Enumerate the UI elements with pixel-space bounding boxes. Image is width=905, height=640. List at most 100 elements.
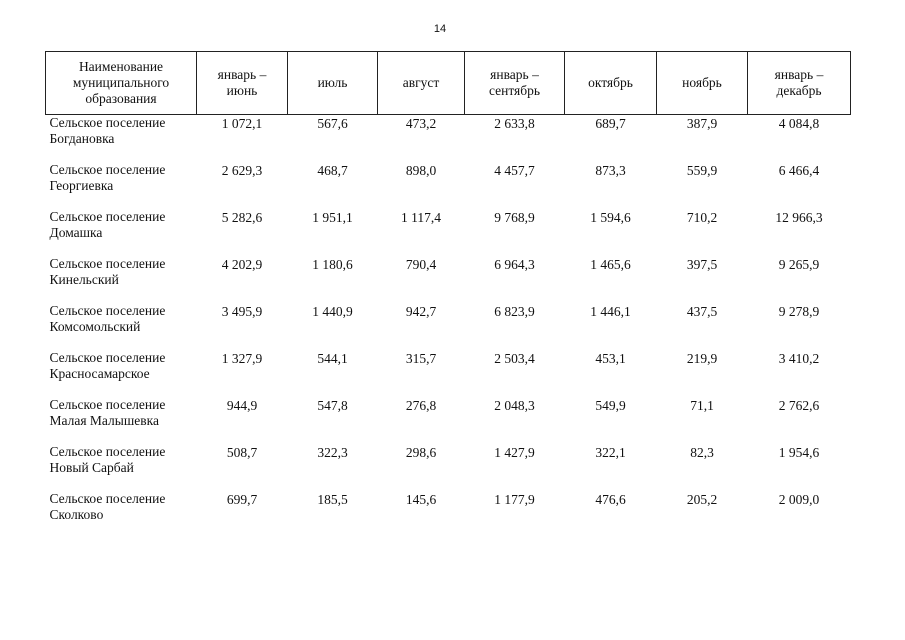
municipality-name-line: Сельское поселение [49, 491, 166, 506]
municipality-name: Сельское поселение Кинельский [46, 256, 197, 303]
table-row: Сельское поселение Кинельский 4 202,9 1 180… [46, 256, 851, 303]
value-cell: 3 495,9 [221, 304, 263, 319]
column-header-line: ноябрь [682, 75, 722, 90]
municipality-name-line: Комсомольский [49, 319, 141, 334]
value-cell: 790,4 [405, 257, 437, 272]
column-header-line: июль [317, 75, 348, 90]
value-cell: 6 466,4 [778, 163, 820, 178]
municipality-name: Сельское поселение Богдановка [46, 115, 197, 163]
value-cell: 298,6 [405, 445, 437, 460]
column-header-line: август [402, 75, 440, 90]
column-header-line: Наименование [78, 59, 164, 74]
value-cell: 1 594,6 [590, 210, 631, 225]
column-header: октябрь [564, 51, 657, 115]
municipality-name: Сельское поселение Георгиевка [46, 162, 197, 209]
value-cell: 1 427,9 [494, 445, 535, 460]
column-header-line: январь – [217, 67, 267, 82]
value-cell: 219,9 [686, 351, 718, 366]
value-cell: 549,9 [595, 398, 626, 413]
column-header: январь – декабрь [747, 51, 851, 115]
value-cell: 145,6 [405, 492, 437, 507]
municipality-name-line: Новый Сарбай [49, 460, 134, 475]
value-cell: 4 084,8 [778, 116, 820, 131]
value-cell: 2 762,6 [778, 398, 820, 413]
value-cell: 6 964,3 [494, 257, 535, 272]
value-cell: 567,6 [317, 116, 348, 131]
value-cell: 1 327,9 [221, 351, 263, 366]
column-header-line: сентябрь [488, 83, 541, 98]
value-cell: 1 177,9 [494, 492, 535, 507]
value-cell: 942,7 [405, 304, 437, 319]
value-cell: 559,9 [686, 163, 718, 178]
column-header-line: январь – [774, 67, 824, 82]
column-header: январь – сентябрь [464, 51, 565, 115]
value-cell: 12 966,3 [775, 210, 823, 225]
value-cell: 473,2 [405, 116, 437, 131]
value-cell: 2 629,3 [221, 163, 263, 178]
municipality-name-line: Сколково [49, 507, 104, 522]
value-cell: 4 202,9 [221, 257, 263, 272]
column-header: август [377, 51, 465, 115]
value-cell: 6 823,9 [494, 304, 535, 319]
value-cell: 9 278,9 [778, 304, 820, 319]
value-cell: 944,9 [226, 398, 258, 413]
municipality-name: Сельское поселение Сколково [46, 491, 197, 538]
value-cell: 1 954,6 [778, 445, 820, 460]
column-header: январь – июнь [196, 51, 288, 115]
municipality-name-line: Кинельский [49, 272, 119, 287]
value-cell: 2 009,0 [778, 492, 820, 507]
value-cell: 1 446,1 [590, 304, 631, 319]
page-number: 14 [433, 23, 447, 35]
value-cell: 82,3 [690, 445, 714, 460]
table-row: Сельское поселение Комсомольский 3 495,9 1 … [46, 303, 851, 350]
value-cell: 710,2 [686, 210, 718, 225]
value-cell: 315,7 [405, 351, 437, 366]
column-header: ноябрь [656, 51, 748, 115]
value-cell: 689,7 [595, 116, 626, 131]
value-cell: 1 180,6 [312, 257, 353, 272]
table-row: Сельское поселение Богдановка 1 072,1 567,6… [46, 115, 851, 163]
municipality-name-line: Сельское поселение [49, 303, 166, 318]
table-row: Сельское поселение Домашка 5 282,6 1 951,1 1… [46, 209, 851, 256]
value-cell: 71,1 [690, 398, 714, 413]
column-header-line: октябрь [588, 75, 633, 90]
municipality-name-line: Сельское поселение [49, 209, 166, 224]
value-cell: 5 282,6 [221, 210, 263, 225]
value-cell: 1 951,1 [312, 210, 353, 225]
value-cell: 397,5 [686, 257, 718, 272]
header-row: Наименование муниципального образования янв… [45, 51, 851, 115]
value-cell: 2 503,4 [494, 351, 535, 366]
value-cell: 1 440,9 [312, 304, 353, 319]
value-cell: 873,3 [595, 163, 626, 178]
value-cell: 4 457,7 [494, 163, 535, 178]
municipality-name-line: Сельское поселение [49, 162, 166, 177]
municipality-name: Сельское поселение Малая Малышевка [46, 397, 197, 444]
value-cell: 205,2 [686, 492, 718, 507]
column-header-line: образования [85, 91, 157, 106]
value-cell: 508,7 [226, 445, 258, 460]
value-cell: 468,7 [317, 163, 348, 178]
municipality-name-line: Георгиевка [49, 178, 114, 193]
value-cell: 699,7 [226, 492, 258, 507]
municipality-name: Сельское поселение Красносамарское [46, 350, 197, 397]
municipality-name-line: Сельское поселение [49, 115, 166, 130]
data-table: Наименование муниципального образования янв… [45, 51, 851, 538]
value-cell: 185,5 [317, 492, 348, 507]
municipality-name-line: Сельское поселение [49, 350, 166, 365]
value-cell: 9 768,9 [494, 210, 535, 225]
column-header-line: декабрь [776, 83, 822, 98]
value-cell: 547,8 [317, 398, 348, 413]
value-cell: 437,5 [686, 304, 718, 319]
value-cell: 1 117,4 [401, 210, 441, 225]
table-row: Сельское поселение Георгиевка 2 629,3 468,7… [46, 162, 851, 209]
municipality-name: Сельское поселение Комсомольский [46, 303, 197, 350]
column-header: июль [287, 51, 378, 115]
value-cell: 544,1 [317, 351, 348, 366]
table-row: Сельское поселение Красносамарское 1 327,9… [46, 350, 851, 397]
value-cell: 2 633,8 [494, 116, 535, 131]
value-cell: 322,1 [595, 445, 626, 460]
value-cell: 453,1 [595, 351, 626, 366]
column-header-line: муниципального [72, 75, 170, 90]
column-header-line: январь – [490, 67, 539, 82]
